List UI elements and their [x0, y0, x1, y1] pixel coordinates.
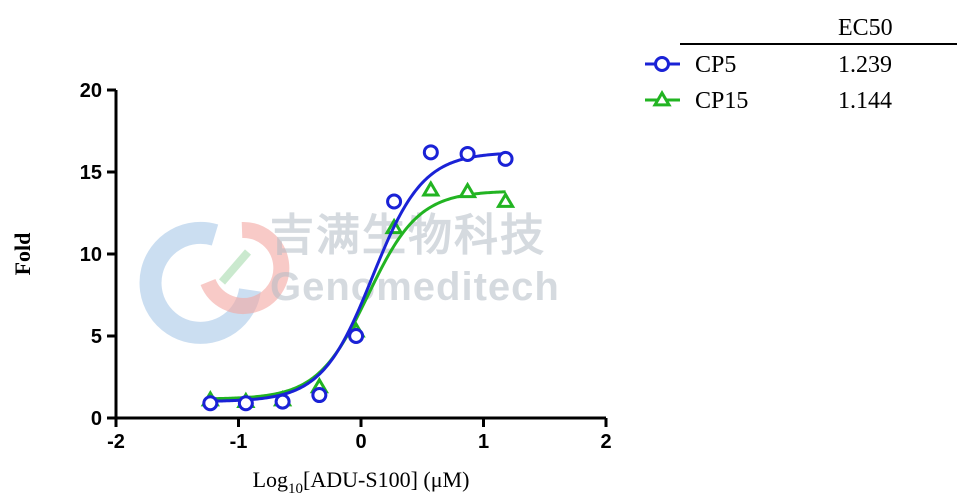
series-cp5	[202, 144, 514, 412]
y-tick-label: 10	[80, 244, 102, 266]
y-axis-title: Fold	[10, 233, 35, 276]
data-point-cp15	[457, 181, 478, 199]
legend-marker	[654, 56, 670, 72]
x-tick-label: -2	[107, 431, 125, 453]
fit-curve-cp5	[210, 152, 506, 403]
data-point-cp5	[459, 145, 476, 162]
data-point-cp5	[274, 393, 291, 410]
legend-item-cp5: CP5 1.239	[645, 52, 892, 78]
data-point-cp5	[348, 328, 365, 344]
x-axis-title: Log10[ADU-S100] (μM)	[253, 467, 470, 495]
y-axis-ticks: 0 5 10 15 20	[80, 80, 116, 430]
y-tick-label: 15	[80, 162, 102, 184]
y-tick-label: 20	[80, 80, 102, 102]
legend-ec50-value: 1.239	[838, 52, 892, 78]
watermark-english-text: Genomeditech	[270, 265, 560, 309]
legend-ec50-value: 1.144	[838, 88, 892, 114]
x-tick-label: 2	[600, 431, 611, 453]
x-axis-ticks: -2 -1 0 1 2	[107, 418, 612, 453]
data-point-cp5	[422, 144, 439, 161]
legend-label: CP5	[695, 52, 736, 78]
data-point-cp5	[311, 387, 328, 404]
legend-marker	[652, 90, 672, 107]
axes: -2 -1 0 1 2 0 5 10 15 20	[80, 80, 612, 453]
x-axis-title-subscript: 10	[288, 481, 303, 495]
data-point-cp5	[386, 193, 403, 210]
legend-rows: CP5 1.239 CP15 1.144	[645, 52, 892, 114]
watermark-logo	[139, 221, 290, 344]
watermark: 吉满生物科技 Genomeditech	[139, 210, 560, 344]
legend-item-cp15: CP15 1.144	[645, 88, 892, 114]
x-tick-label: 1	[478, 431, 489, 453]
legend-label: CP15	[695, 88, 748, 114]
x-axis-title-prefix: Log	[253, 467, 288, 492]
legend-header-ec50: EC50	[838, 15, 893, 41]
data-point-cp5	[497, 150, 514, 167]
y-tick-label: 5	[91, 326, 102, 348]
legend: EC50 CP5 1.239 CP15 1.144	[645, 15, 957, 114]
x-tick-label: -1	[230, 431, 248, 453]
series-layer	[200, 144, 516, 412]
data-point-cp15	[421, 180, 441, 197]
data-point-cp5	[237, 395, 254, 412]
y-tick-label: 0	[91, 408, 102, 430]
data-point-cp15	[495, 191, 516, 208]
x-axis-title-suffix: [ADU-S100] (μM)	[303, 467, 469, 492]
fit-curve-cp15	[210, 190, 506, 401]
x-tick-label: 0	[355, 431, 366, 453]
watermark-chinese-text: 吉满生物科技	[270, 210, 546, 261]
data-point-cp5	[202, 395, 219, 412]
